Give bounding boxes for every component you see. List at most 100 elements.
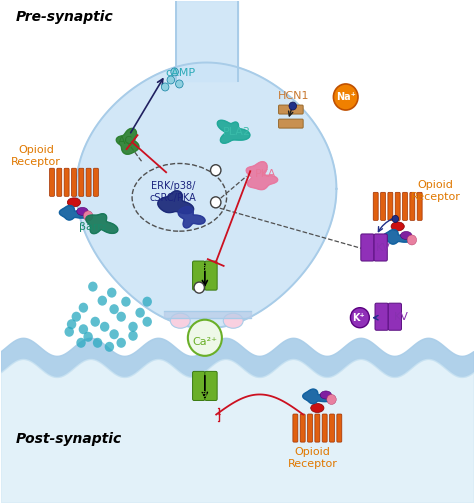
FancyBboxPatch shape (49, 168, 55, 196)
FancyBboxPatch shape (361, 234, 374, 261)
Polygon shape (217, 120, 250, 143)
Polygon shape (59, 206, 89, 220)
Polygon shape (76, 62, 337, 328)
Polygon shape (116, 128, 139, 154)
Text: KV: KV (394, 312, 409, 322)
Circle shape (210, 197, 221, 208)
Circle shape (93, 338, 102, 348)
Text: Na⁺: Na⁺ (336, 92, 356, 102)
FancyBboxPatch shape (93, 168, 99, 196)
Circle shape (171, 68, 178, 76)
Polygon shape (158, 191, 194, 214)
Circle shape (72, 312, 81, 322)
Circle shape (333, 84, 358, 110)
Ellipse shape (311, 403, 324, 412)
FancyBboxPatch shape (417, 192, 422, 220)
FancyBboxPatch shape (402, 192, 408, 220)
Circle shape (143, 317, 152, 327)
Ellipse shape (170, 313, 190, 328)
Text: CaV: CaV (194, 263, 216, 273)
Circle shape (143, 297, 152, 307)
FancyBboxPatch shape (64, 168, 69, 196)
Circle shape (67, 319, 76, 329)
Circle shape (194, 282, 204, 293)
FancyBboxPatch shape (57, 168, 62, 196)
FancyBboxPatch shape (72, 168, 76, 196)
Text: KV: KV (376, 243, 391, 254)
Polygon shape (164, 311, 251, 318)
Text: AC: AC (118, 136, 134, 146)
FancyBboxPatch shape (293, 414, 298, 442)
Circle shape (83, 211, 93, 221)
Circle shape (407, 235, 417, 245)
Circle shape (109, 329, 119, 340)
Circle shape (105, 342, 114, 352)
Text: CaV: CaV (194, 389, 216, 399)
Circle shape (350, 308, 369, 328)
Circle shape (167, 76, 174, 84)
Text: HCN1: HCN1 (278, 91, 310, 101)
Text: PKA: PKA (255, 169, 276, 179)
FancyBboxPatch shape (279, 119, 303, 128)
Circle shape (289, 102, 297, 110)
Circle shape (107, 288, 117, 298)
Ellipse shape (391, 222, 404, 231)
Polygon shape (86, 214, 118, 234)
Circle shape (210, 164, 221, 176)
Ellipse shape (401, 231, 412, 239)
Circle shape (79, 324, 88, 334)
Circle shape (88, 282, 98, 292)
FancyBboxPatch shape (300, 414, 305, 442)
Circle shape (128, 322, 138, 332)
Circle shape (117, 312, 126, 322)
Text: ERK/p38/
cSRC/PKA: ERK/p38/ cSRC/PKA (150, 181, 197, 203)
FancyBboxPatch shape (374, 234, 387, 261)
Text: Pre-synaptic: Pre-synaptic (16, 10, 114, 24)
FancyBboxPatch shape (375, 303, 388, 330)
Polygon shape (175, 1, 238, 81)
Text: Post-synaptic: Post-synaptic (16, 432, 122, 446)
Circle shape (64, 327, 74, 337)
Text: Opioid
Receptor: Opioid Receptor (11, 145, 61, 167)
FancyBboxPatch shape (308, 414, 312, 442)
Circle shape (121, 297, 131, 307)
Circle shape (117, 338, 126, 348)
FancyBboxPatch shape (395, 192, 400, 220)
FancyBboxPatch shape (192, 371, 205, 400)
FancyBboxPatch shape (279, 105, 303, 114)
FancyBboxPatch shape (329, 414, 335, 442)
FancyBboxPatch shape (79, 168, 84, 196)
Circle shape (91, 317, 100, 327)
FancyBboxPatch shape (388, 192, 393, 220)
Polygon shape (303, 389, 332, 403)
Ellipse shape (77, 207, 88, 215)
FancyBboxPatch shape (388, 303, 401, 330)
Circle shape (98, 296, 107, 306)
Circle shape (79, 303, 88, 313)
FancyBboxPatch shape (322, 414, 327, 442)
Text: cAMP: cAMP (165, 68, 195, 78)
FancyBboxPatch shape (373, 192, 378, 220)
Polygon shape (178, 207, 205, 228)
Ellipse shape (320, 391, 331, 399)
FancyBboxPatch shape (315, 414, 320, 442)
FancyBboxPatch shape (410, 192, 415, 220)
Circle shape (128, 331, 138, 341)
Circle shape (136, 308, 145, 318)
FancyBboxPatch shape (192, 261, 205, 290)
Circle shape (83, 332, 93, 342)
Text: βarr₂: βarr₂ (79, 222, 107, 232)
Text: Opioid
Receptor: Opioid Receptor (410, 180, 460, 202)
Circle shape (392, 215, 399, 222)
Text: PLA2: PLA2 (223, 127, 251, 137)
Ellipse shape (67, 198, 81, 207)
Polygon shape (383, 229, 412, 244)
Circle shape (175, 80, 183, 88)
FancyBboxPatch shape (381, 192, 385, 220)
FancyBboxPatch shape (205, 261, 217, 290)
Circle shape (161, 83, 169, 91)
Circle shape (188, 320, 222, 356)
Polygon shape (246, 161, 278, 190)
Circle shape (100, 322, 109, 332)
Circle shape (76, 338, 86, 348)
